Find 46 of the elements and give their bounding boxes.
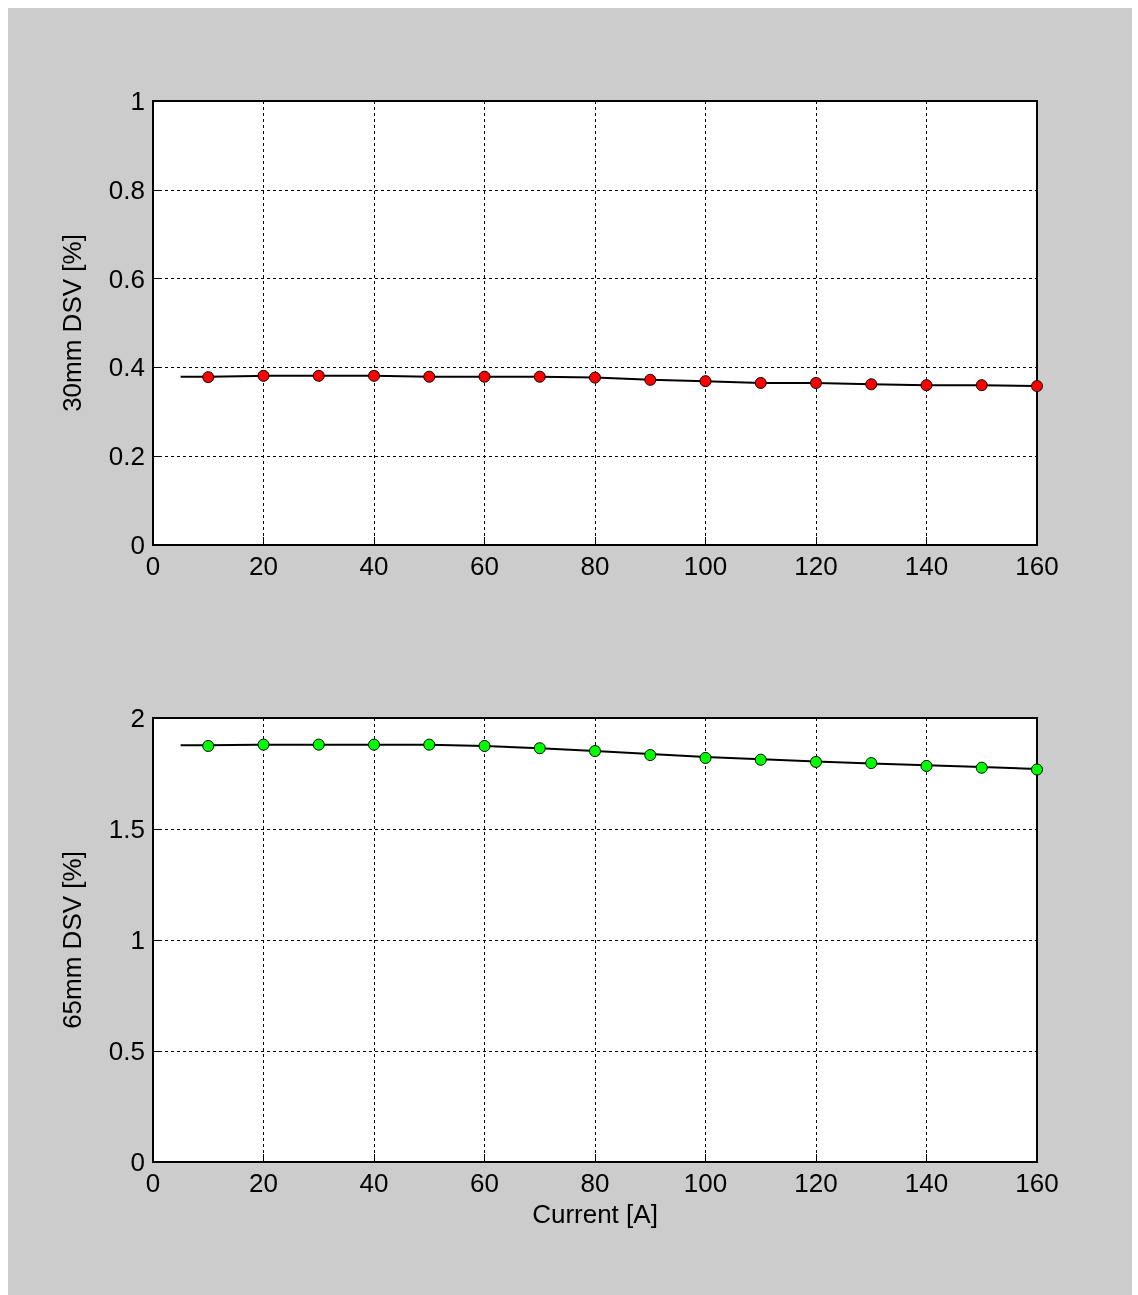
x-tick-label: 60 xyxy=(470,1168,499,1198)
y-tick-label: 0.8 xyxy=(108,174,145,205)
point xyxy=(589,745,601,758)
point xyxy=(810,755,822,768)
point xyxy=(754,753,767,766)
y-tick-label: 1 xyxy=(130,86,145,116)
y-tick-label: 0 xyxy=(130,1147,145,1177)
y-tick-label: 0.4 xyxy=(108,352,145,383)
x-tick-label: 160 xyxy=(1015,551,1059,581)
point xyxy=(202,739,215,752)
point xyxy=(699,751,712,764)
y-tick-label: 1 xyxy=(130,925,145,955)
point xyxy=(423,738,436,751)
x-tick-label: 20 xyxy=(249,1168,278,1198)
y-tick-label: 2 xyxy=(130,703,145,733)
point xyxy=(644,749,657,762)
point xyxy=(533,742,546,755)
x-tick-label: 40 xyxy=(359,551,389,581)
point xyxy=(1031,763,1043,776)
point xyxy=(368,738,380,751)
x-tick-label: 160 xyxy=(1015,1168,1059,1198)
y-tick-label: 0.5 xyxy=(108,1036,145,1066)
x-tick-label: 140 xyxy=(904,551,949,581)
x-tick-label: 140 xyxy=(904,1168,949,1198)
point xyxy=(478,739,491,752)
y-axis-title: 30mm DSV [%] xyxy=(57,234,87,412)
point xyxy=(920,759,933,772)
x-axis-title: Current [A] xyxy=(532,1198,658,1229)
point xyxy=(257,738,270,751)
x-tick-label: 80 xyxy=(580,551,610,581)
x-tick-label: 60 xyxy=(470,551,499,581)
y-tick-label: 0.6 xyxy=(108,263,145,294)
x-tick-label: 120 xyxy=(794,1168,838,1198)
point xyxy=(312,738,325,751)
x-tick-label: 120 xyxy=(794,551,838,581)
y-tick-label: 1.5 xyxy=(108,814,145,844)
x-tick-label: 80 xyxy=(580,1168,610,1198)
y-tick-label: 0.2 xyxy=(108,441,145,472)
point xyxy=(975,761,988,774)
x-tick-label: 100 xyxy=(683,551,728,581)
y-tick-label: 0 xyxy=(130,530,145,560)
y-axis-title: 65mm DSV [%] xyxy=(57,851,87,1029)
x-tick-label: 100 xyxy=(683,1168,728,1198)
x-tick-label: 20 xyxy=(249,551,278,581)
x-tick-label: 40 xyxy=(359,1168,389,1198)
point xyxy=(865,757,878,770)
